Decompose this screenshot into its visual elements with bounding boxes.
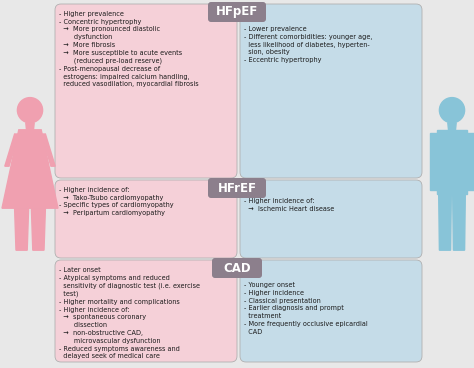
Polygon shape [439, 194, 451, 250]
Polygon shape [5, 134, 19, 166]
Polygon shape [448, 123, 456, 130]
FancyBboxPatch shape [208, 178, 266, 198]
Polygon shape [15, 208, 28, 250]
Polygon shape [429, 132, 437, 190]
Polygon shape [26, 123, 34, 130]
Polygon shape [41, 134, 55, 166]
Polygon shape [437, 130, 467, 194]
FancyBboxPatch shape [55, 180, 237, 258]
FancyBboxPatch shape [55, 260, 237, 362]
Text: HFrEF: HFrEF [218, 181, 256, 195]
Polygon shape [2, 130, 58, 208]
FancyBboxPatch shape [212, 258, 262, 278]
FancyBboxPatch shape [240, 260, 422, 362]
Text: - Lower prevalence
- Different comorbidities: younger age,
  less likelihood of : - Lower prevalence - Different comorbidi… [244, 26, 373, 63]
Text: HFpEF: HFpEF [216, 6, 258, 18]
Text: - Higher prevalence
- Concentric hypertrophy
  →  More pronounced diastolic
    : - Higher prevalence - Concentric hypertr… [59, 11, 199, 87]
FancyBboxPatch shape [55, 4, 237, 178]
Polygon shape [453, 194, 465, 250]
Polygon shape [31, 208, 46, 250]
Text: - Higher incidence of:
  →  Ischemic Heart disease: - Higher incidence of: → Ischemic Heart … [244, 198, 334, 212]
Text: CAD: CAD [223, 262, 251, 275]
Text: - Higher incidence of:
  →  Tako-Tsubo cardiomyopathy
- Specific types of cardio: - Higher incidence of: → Tako-Tsubo card… [59, 187, 173, 216]
Polygon shape [467, 132, 474, 190]
Circle shape [439, 98, 465, 123]
FancyBboxPatch shape [208, 2, 266, 22]
FancyBboxPatch shape [240, 180, 422, 258]
FancyBboxPatch shape [240, 4, 422, 178]
Text: - Younger onset
- Higher incidence
- Classical presentation
- Earlier diagnosis : - Younger onset - Higher incidence - Cla… [244, 282, 368, 335]
Circle shape [18, 98, 43, 123]
Text: - Later onset
- Atypical symptoms and reduced
  sensitivity of diagnostic test (: - Later onset - Atypical symptoms and re… [59, 267, 200, 359]
